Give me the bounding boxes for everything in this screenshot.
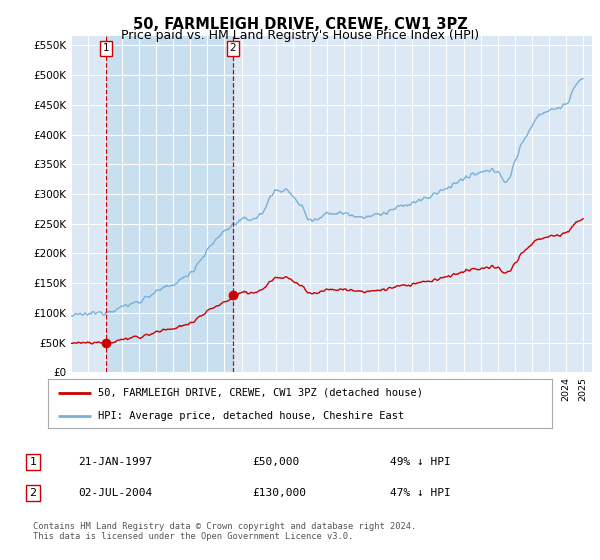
Text: Contains HM Land Registry data © Crown copyright and database right 2024.
This d: Contains HM Land Registry data © Crown c…: [33, 522, 416, 542]
Text: Price paid vs. HM Land Registry's House Price Index (HPI): Price paid vs. HM Land Registry's House …: [121, 29, 479, 42]
Text: £130,000: £130,000: [252, 488, 306, 498]
Text: 2: 2: [230, 43, 236, 53]
Text: 02-JUL-2004: 02-JUL-2004: [78, 488, 152, 498]
Text: 1: 1: [103, 43, 109, 53]
Text: 49% ↓ HPI: 49% ↓ HPI: [390, 457, 451, 467]
Text: 47% ↓ HPI: 47% ↓ HPI: [390, 488, 451, 498]
Bar: [106, 36, 233, 372]
Text: 50, FARMLEIGH DRIVE, CREWE, CW1 3PZ (detached house): 50, FARMLEIGH DRIVE, CREWE, CW1 3PZ (det…: [98, 388, 424, 398]
Text: 1: 1: [29, 457, 37, 467]
Text: 21-JAN-1997: 21-JAN-1997: [78, 457, 152, 467]
Text: £50,000: £50,000: [252, 457, 299, 467]
Text: 50, FARMLEIGH DRIVE, CREWE, CW1 3PZ: 50, FARMLEIGH DRIVE, CREWE, CW1 3PZ: [133, 17, 467, 32]
Text: 2: 2: [29, 488, 37, 498]
Text: HPI: Average price, detached house, Cheshire East: HPI: Average price, detached house, Ches…: [98, 411, 404, 421]
